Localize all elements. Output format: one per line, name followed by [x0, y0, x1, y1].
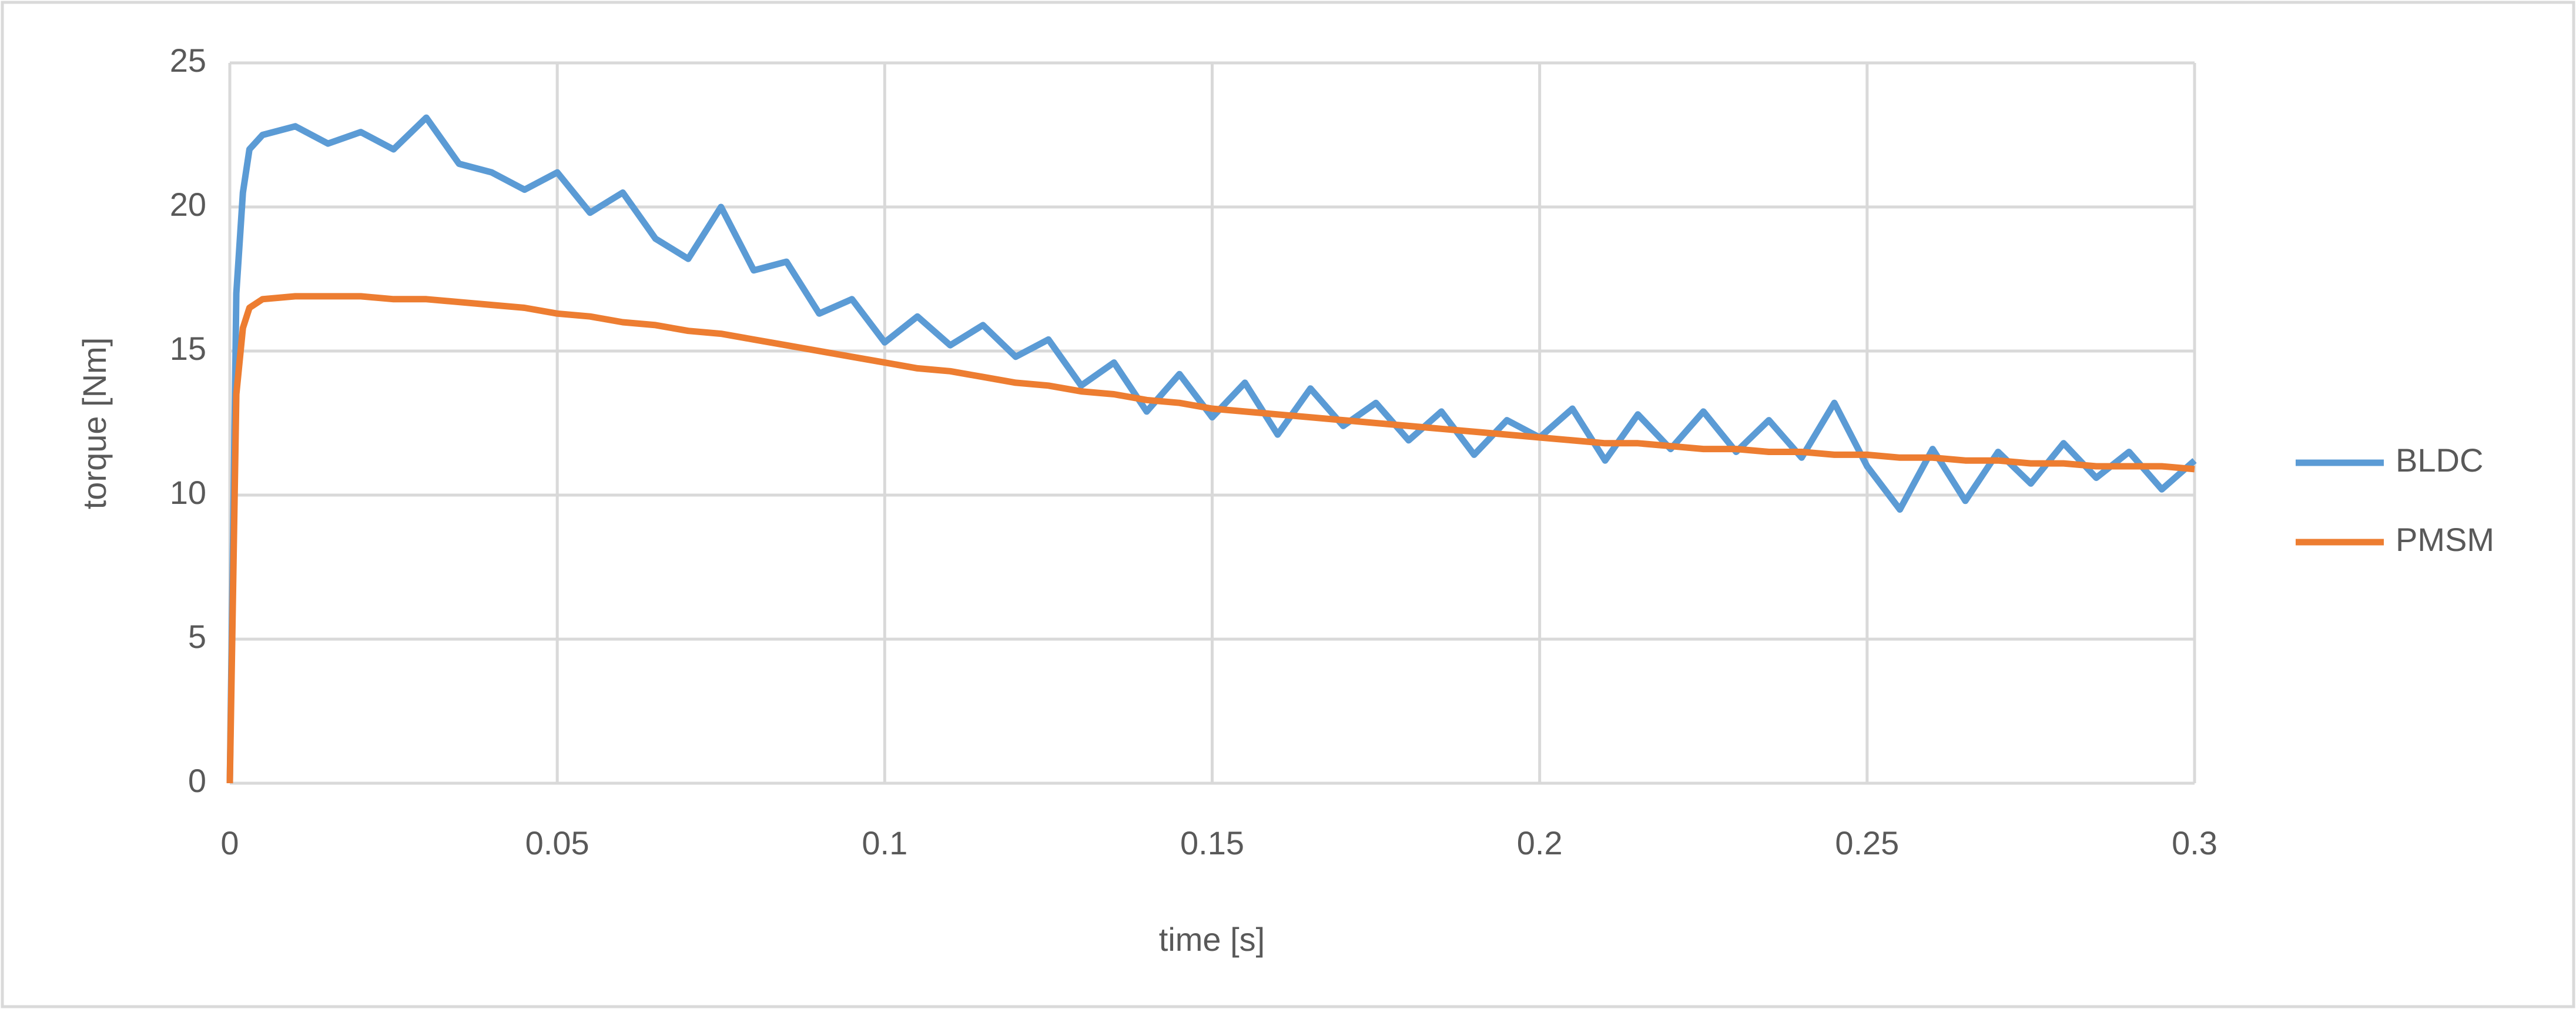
x-tick-label: 0: [220, 824, 239, 861]
x-tick-label: 0.3: [2172, 824, 2217, 861]
y-tick-label: 10: [170, 474, 206, 511]
y-tick-label: 5: [188, 618, 206, 655]
y-tick-label: 25: [170, 42, 206, 79]
y-tick-label: 0: [188, 762, 206, 799]
x-axis-label: time [s]: [1159, 921, 1265, 958]
x-tick-label: 0.15: [1180, 824, 1244, 861]
y-axis-label: torque [Nm]: [76, 338, 113, 510]
line-series: [226, 114, 2197, 784]
x-tick-label: 0.25: [1835, 824, 1899, 861]
y-tick-label: 20: [170, 186, 206, 223]
x-tick-label: 0.1: [862, 824, 907, 861]
legend-label: BLDC: [2396, 442, 2483, 479]
x-tick-label: 0.2: [1517, 824, 1563, 861]
line-series: [226, 293, 2195, 784]
y-tick-label: 15: [170, 330, 206, 367]
x-tick-label: 0.05: [525, 824, 589, 861]
legend-label: PMSM: [2396, 521, 2494, 558]
